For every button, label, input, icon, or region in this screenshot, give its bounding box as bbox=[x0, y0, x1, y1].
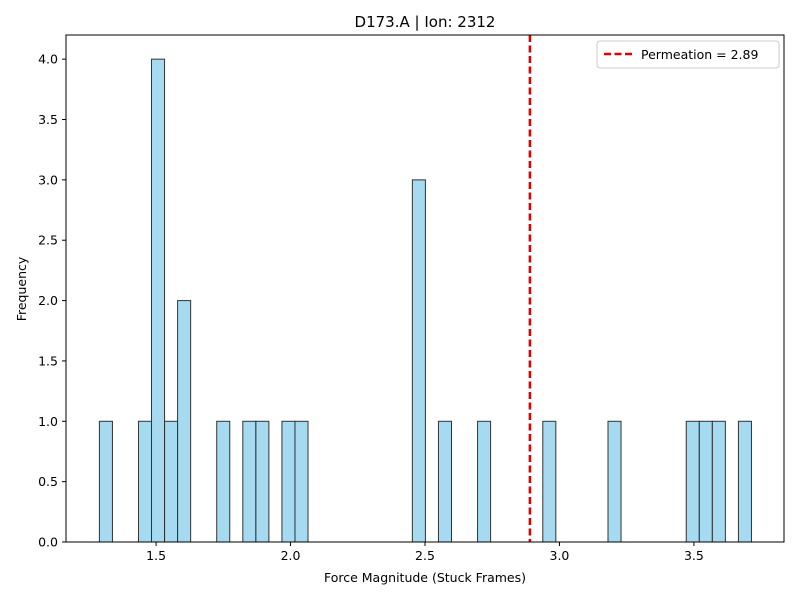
y-tick-label: 0.0 bbox=[38, 535, 58, 550]
histogram-bar bbox=[698, 420, 713, 543]
x-tick-label: 2.0 bbox=[281, 548, 301, 563]
histogram-bar bbox=[242, 420, 257, 543]
histogram-bar bbox=[437, 420, 452, 543]
histogram-bar bbox=[607, 420, 622, 543]
histogram-bar bbox=[411, 179, 426, 543]
histogram-bar bbox=[137, 420, 153, 543]
histogram-bar bbox=[294, 420, 309, 543]
y-tick-label: 2.0 bbox=[38, 293, 58, 308]
x-tick-label: 3.5 bbox=[684, 548, 704, 563]
legend-label: Permeation = 2.89 bbox=[641, 47, 758, 62]
histogram-bar bbox=[711, 420, 726, 543]
histogram-bar bbox=[164, 420, 179, 543]
histogram-bar bbox=[255, 420, 270, 543]
histogram-bar bbox=[685, 420, 700, 543]
histogram-bar bbox=[98, 420, 113, 543]
y-tick-label: 0.5 bbox=[38, 474, 58, 489]
y-tick-label: 3.0 bbox=[38, 172, 58, 187]
chart-title: D173.A | Ion: 2312 bbox=[355, 13, 496, 31]
y-tick-label: 4.0 bbox=[38, 52, 58, 67]
y-tick-label: 2.5 bbox=[38, 233, 58, 248]
x-axis-label: Force Magnitude (Stuck Frames) bbox=[324, 570, 526, 585]
y-ticks: 0.0 0.5 1.0 1.5 2.0 2.5 3.0 3.5 4.0 bbox=[38, 52, 66, 550]
histogram-bar bbox=[477, 420, 492, 543]
legend-box bbox=[596, 40, 780, 69]
y-axis-label: Frequency bbox=[14, 256, 29, 321]
histogram-bar bbox=[216, 420, 231, 543]
x-tick-label: 1.5 bbox=[146, 548, 166, 563]
y-tick-label: 1.0 bbox=[38, 414, 58, 429]
y-tick-label: 1.5 bbox=[38, 353, 58, 368]
y-tick-label: 3.5 bbox=[38, 112, 58, 127]
x-tick-label: 2.5 bbox=[415, 548, 435, 563]
legend: Permeation = 2.89 bbox=[596, 40, 780, 69]
histogram-bar bbox=[542, 420, 557, 543]
histogram-bar bbox=[737, 420, 752, 543]
histogram-bar bbox=[281, 420, 296, 543]
histogram-bar bbox=[151, 58, 166, 543]
x-ticks: 1.5 2.0 2.5 3.0 3.5 bbox=[146, 542, 704, 563]
x-tick-label: 3.0 bbox=[550, 548, 570, 563]
histogram-bar bbox=[177, 300, 192, 543]
bars-layer bbox=[98, 58, 752, 543]
